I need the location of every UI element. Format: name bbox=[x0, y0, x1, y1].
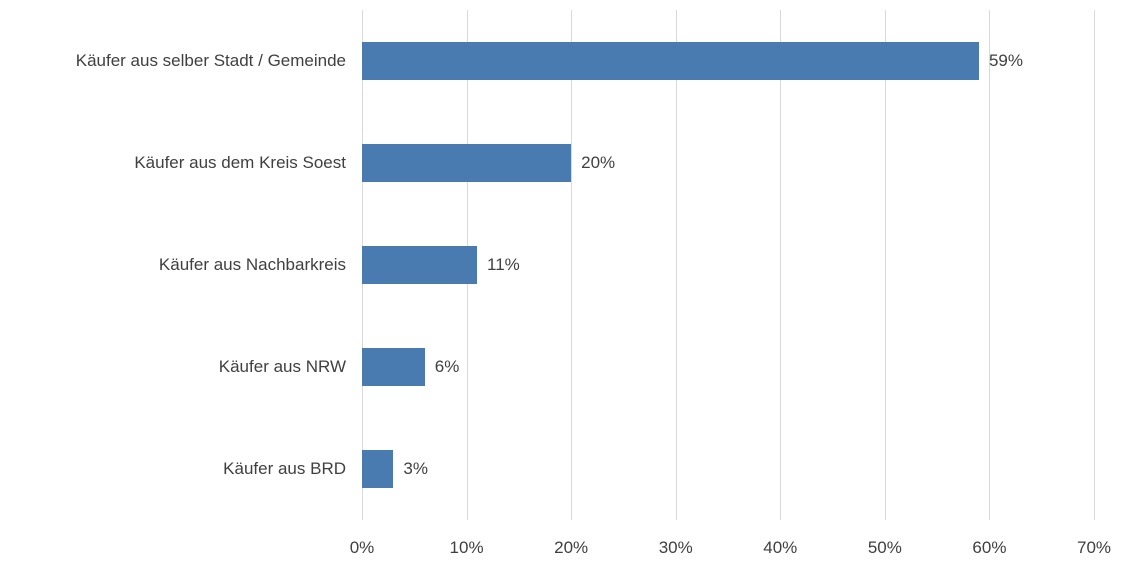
plot-area: Käufer aus selber Stadt / Gemeinde 59% Käu… bbox=[76, 10, 1095, 520]
bar bbox=[362, 450, 394, 488]
category-label: Käufer aus BRD bbox=[223, 459, 346, 478]
bar-row: Käufer aus NRW 6% bbox=[219, 316, 1094, 418]
category-label: Käufer aus dem Kreis Soest bbox=[134, 153, 346, 172]
x-tick-label: 70% bbox=[1076, 538, 1112, 557]
value-label: 6% bbox=[434, 357, 460, 376]
x-tick-label: 30% bbox=[658, 538, 693, 557]
bar bbox=[362, 348, 425, 386]
value-label: 3% bbox=[403, 459, 428, 478]
category-label: Käufer aus Nachbarkreis bbox=[158, 255, 346, 274]
bar bbox=[362, 144, 572, 182]
bar bbox=[362, 246, 478, 284]
value-label: 20% bbox=[581, 153, 616, 172]
value-label: 11% bbox=[487, 255, 520, 274]
category-label: Käufer aus selber Stadt / Gemeinde bbox=[75, 51, 346, 70]
x-tick-label: 50% bbox=[867, 538, 902, 557]
x-axis: 0% 10% 20% 30% 40% 50% 60% 70% bbox=[350, 538, 1111, 562]
x-tick-label: 10% bbox=[449, 538, 484, 557]
x-tick-label: 20% bbox=[554, 538, 589, 557]
value-label: 59% bbox=[988, 51, 1023, 70]
bar bbox=[362, 42, 979, 80]
bar-row: Käufer aus BRD 3% bbox=[223, 418, 1094, 520]
bar-row: Käufer aus dem Kreis Soest 20% bbox=[134, 112, 1094, 214]
x-tick-label: 60% bbox=[972, 538, 1007, 557]
x-tick-label: 40% bbox=[763, 538, 798, 557]
category-label: Käufer aus NRW bbox=[218, 357, 346, 376]
x-tick-label: 0% bbox=[349, 538, 375, 557]
bar-row: Käufer aus selber Stadt / Gemeinde 59% bbox=[76, 10, 1094, 112]
gridline bbox=[1094, 10, 1095, 520]
bar-rows: Käufer aus selber Stadt / Gemeinde 59% Käu… bbox=[76, 10, 1094, 520]
bar-row: Käufer aus Nachbarkreis 11% bbox=[159, 214, 1094, 316]
